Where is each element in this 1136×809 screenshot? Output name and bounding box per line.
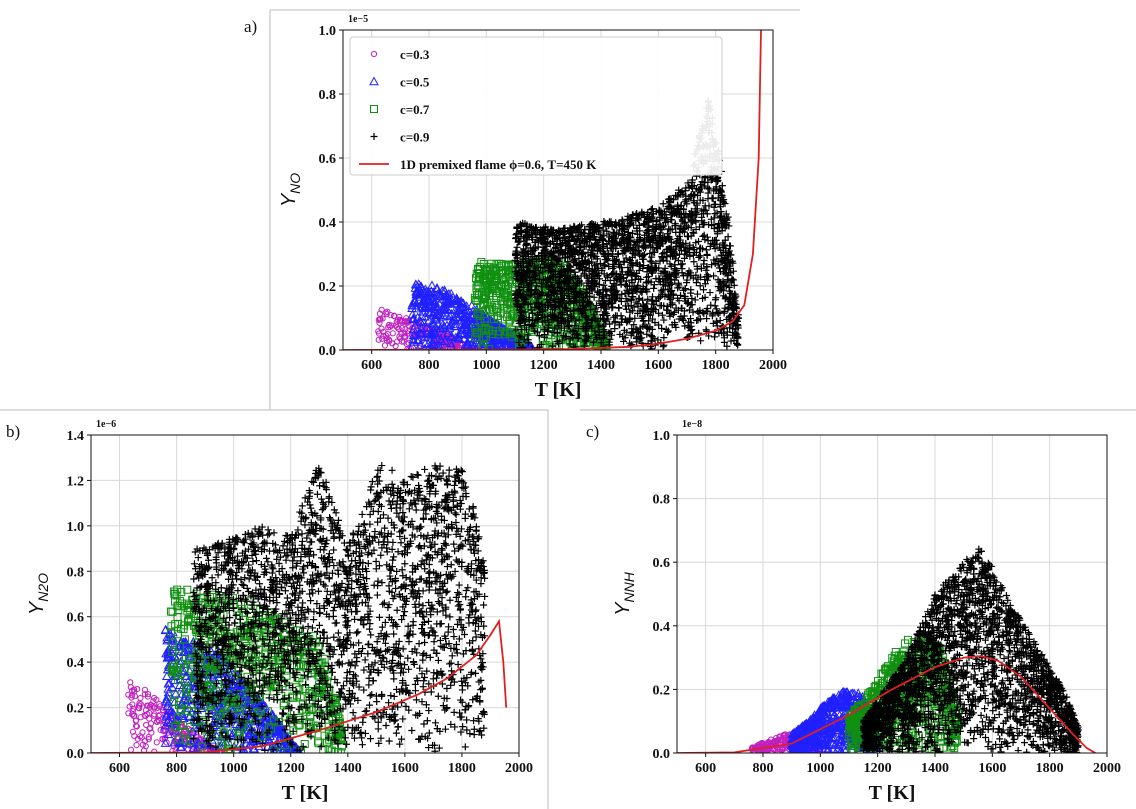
panel-b-chart: 600 800 1000 1200 1400 1600 1800 2000 0.0 0.2 0.4 0… <box>6 419 533 804</box>
x-tick-label: 2000 <box>759 358 787 373</box>
y-tick-label: 0.0 <box>67 747 85 762</box>
y-tick-label: 1.4 <box>67 429 85 444</box>
x-axis-label: T [K] <box>535 379 582 401</box>
y-tick-label: 0.6 <box>319 152 337 167</box>
x-tick-label: 1600 <box>391 761 419 776</box>
y-tick-label: 0.8 <box>319 88 337 103</box>
legend-label: c=0.5 <box>400 75 430 90</box>
legend-label: c=0.3 <box>400 47 430 62</box>
y-tick-label: 0.4 <box>319 216 337 231</box>
x-tick-label: 800 <box>166 761 187 776</box>
x-tick-label: 1400 <box>334 761 362 776</box>
x-tick-label: 1200 <box>277 761 305 776</box>
y-tick-label: 0.4 <box>67 656 85 671</box>
y-tick-label: 1.0 <box>319 24 337 39</box>
x-tick-label: 1600 <box>644 358 672 373</box>
legend-label: 1D premixed flame ϕ=0.6, T=450 K <box>400 157 597 172</box>
panel-a-chart: 600 800 1000 1200 1400 1600 1800 2000 0.0 0.2 0.4 0… <box>244 14 787 401</box>
panel-label: a) <box>244 17 257 36</box>
y-axis-label: YNO <box>278 173 303 207</box>
legend: c=0.3 c=0.5 c=0.7 c=0.9 1D premixed flame ϕ=… <box>350 37 722 175</box>
y-tick-label: 0.6 <box>67 611 85 626</box>
x-tick-label: 1800 <box>702 358 730 373</box>
offset-text: 1e−5 <box>348 14 368 25</box>
y-tick-label: 1.2 <box>67 474 85 489</box>
y-tick-label: 1.0 <box>67 520 85 535</box>
y-tick-label: 0.8 <box>67 565 85 580</box>
x-tick-label: 600 <box>109 761 130 776</box>
x-tick-label: 2000 <box>505 761 533 776</box>
x-tick-label: 1400 <box>587 358 615 373</box>
y-tick-label: 0.0 <box>319 344 337 359</box>
x-tick-label: 1000 <box>220 761 248 776</box>
x-tick-label: 1200 <box>530 358 558 373</box>
x-tick-label: 1800 <box>448 761 476 776</box>
x-tick-label: 600 <box>361 358 382 373</box>
y-tick-label: 0.2 <box>319 280 337 295</box>
legend-label: c=0.9 <box>400 130 430 145</box>
y-tick-label: 0.2 <box>67 702 85 717</box>
x-tick-label: 1000 <box>472 358 500 373</box>
legend-label: c=0.7 <box>400 102 430 117</box>
x-tick-label: 800 <box>419 358 440 373</box>
